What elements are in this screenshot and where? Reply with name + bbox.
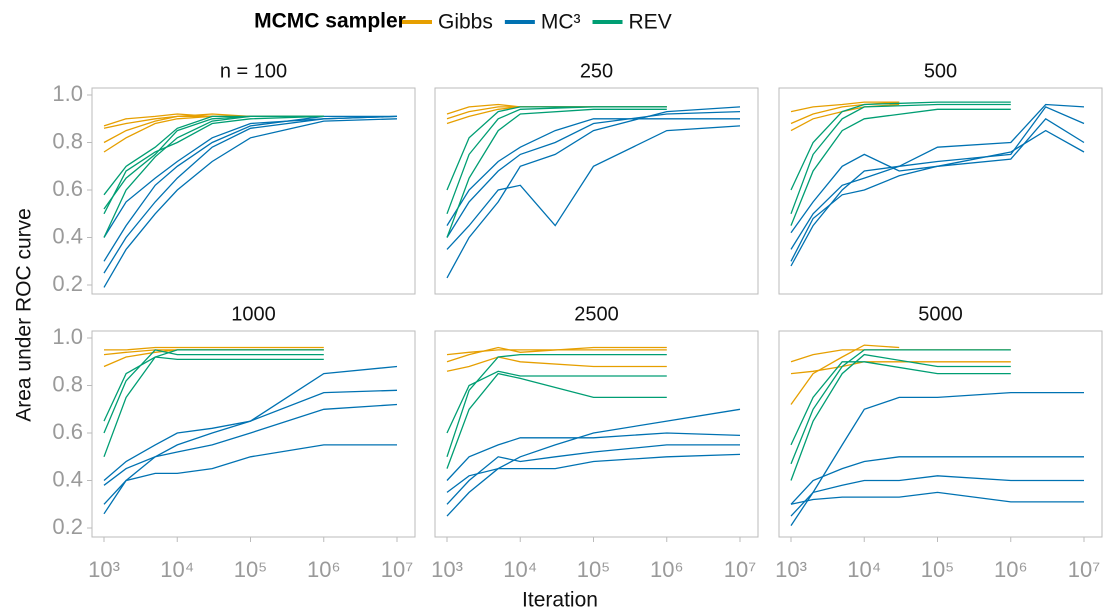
y-tick-label: 0.2: [52, 271, 83, 296]
run-line: [104, 346, 324, 351]
run-line: [103, 444, 397, 505]
run-line: [790, 108, 1011, 226]
panel-frame: [778, 87, 1103, 295]
run-line: [103, 403, 398, 486]
run-line: [790, 344, 900, 405]
run-line: [103, 118, 398, 288]
run-line: [446, 346, 667, 363]
run-line: [790, 101, 1011, 191]
run-line: [790, 475, 1084, 517]
run-line: [446, 372, 667, 469]
x-tick-label: 10⁵: [921, 557, 955, 582]
y-tick-label: 0.8: [52, 128, 83, 153]
panel-title: 500: [924, 60, 957, 82]
run-line: [446, 353, 667, 458]
run-line: [790, 103, 1011, 215]
panel-frame: [91, 87, 416, 295]
x-tick-label: 10⁴: [160, 557, 194, 582]
run-line: [446, 444, 740, 505]
y-tick-label: 0.6: [52, 176, 83, 201]
run-line: [103, 115, 324, 238]
panel-title: 1000: [231, 303, 276, 325]
run-line: [790, 117, 1085, 234]
run-line: [103, 365, 398, 515]
run-line: [103, 349, 324, 458]
run-line: [446, 125, 741, 250]
x-tick-label: 10³: [775, 557, 807, 582]
y-tick-label: 0.4: [52, 223, 83, 248]
run-line: [103, 349, 324, 434]
panel-frame: [434, 87, 759, 295]
x-tick-label: 10⁶: [994, 557, 1028, 582]
run-line: [790, 391, 1084, 526]
legend-label: REV: [629, 11, 672, 34]
x-tick-label: 10⁴: [847, 557, 881, 582]
run-line: [446, 432, 741, 481]
run-line: [446, 118, 740, 226]
run-line: [790, 361, 1011, 446]
legend-title: MCMC sampler: [254, 10, 406, 33]
run-line: [790, 353, 1011, 481]
run-line: [103, 115, 397, 262]
run-line: [103, 115, 398, 238]
run-line: [446, 453, 741, 493]
run-line: [103, 349, 324, 356]
x-tick-label: 10⁷: [724, 557, 756, 582]
panel-title: 5000: [918, 303, 963, 325]
panel-title: n = 100: [220, 60, 287, 82]
run-line: [103, 349, 324, 368]
run-line: [446, 106, 667, 191]
x-tick-label: 10⁶: [307, 557, 341, 582]
run-line: [790, 456, 1084, 505]
x-tick-label: 10³: [431, 557, 463, 582]
run-line: [790, 103, 1085, 250]
run-line: [103, 115, 398, 274]
run-line: [103, 115, 324, 210]
legend-label: MC³: [541, 11, 581, 34]
run-line: [790, 106, 1085, 267]
y-axis-title: Area under ROC curve: [13, 208, 36, 422]
x-tick-label: 10⁵: [234, 557, 268, 582]
legend-label: Gibbs: [438, 11, 493, 34]
panel-title: 250: [580, 60, 613, 82]
panel-title: 2500: [574, 303, 619, 325]
y-tick-label: 0.4: [52, 466, 83, 491]
x-tick-label: 10⁷: [381, 557, 413, 582]
run-line: [446, 110, 741, 238]
y-tick-label: 0.6: [52, 419, 83, 444]
run-line: [103, 389, 398, 481]
panel-frame: [434, 330, 759, 538]
run-line: [790, 101, 900, 113]
run-line: [446, 106, 741, 279]
run-line: [790, 129, 1085, 262]
x-tick-label: 10⁶: [650, 557, 684, 582]
run-line: [103, 356, 324, 422]
panel-frame: [91, 330, 416, 538]
x-tick-label: 10⁴: [503, 557, 537, 582]
run-line: [103, 115, 324, 215]
x-tick-label: 10³: [88, 557, 120, 582]
run-line: [790, 491, 1084, 505]
y-tick-label: 0.8: [52, 371, 83, 396]
run-line: [446, 408, 741, 517]
run-line: [790, 349, 1011, 465]
run-line: [446, 370, 667, 434]
y-tick-label: 0.2: [52, 514, 83, 539]
panel-frame: [778, 330, 1103, 538]
x-tick-label: 10⁵: [577, 557, 611, 582]
x-axis-title: Iteration: [522, 589, 598, 612]
run-line: [446, 356, 667, 372]
y-tick-label: 1.0: [52, 324, 83, 349]
run-line: [446, 108, 667, 238]
x-tick-label: 10⁷: [1068, 557, 1100, 582]
y-tick-label: 1.0: [52, 81, 83, 106]
